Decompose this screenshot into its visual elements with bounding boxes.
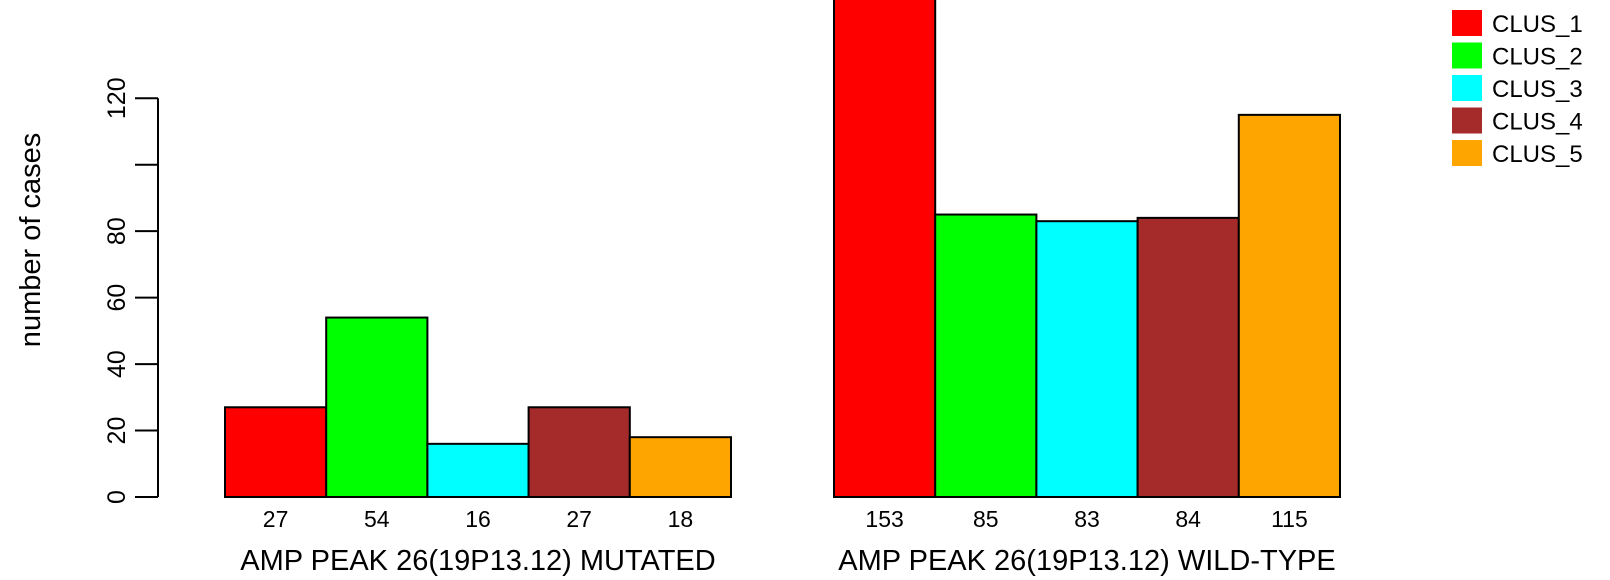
group-label: AMP PEAK 26(19P13.12) MUTATED — [240, 545, 715, 577]
bar-value-label: 27 — [566, 506, 592, 532]
bar-value-label: 54 — [364, 506, 390, 532]
y-tick-label: 120 — [103, 77, 131, 119]
bar-clus-1 — [833, 0, 937, 499]
legend-entry: CLUS_3 — [1492, 76, 1583, 103]
y-axis-label: number of cases — [15, 133, 47, 347]
bar-clus-3 — [1035, 220, 1139, 498]
bar-clus-5 — [1237, 113, 1342, 498]
bar-value-label: 153 — [865, 506, 903, 532]
legend-swatch — [1452, 107, 1482, 134]
y-tick-label: 20 — [103, 417, 131, 445]
bar-value-label: 18 — [668, 506, 694, 532]
legend-swatch — [1452, 10, 1482, 36]
bar-clus-2 — [325, 316, 429, 499]
labels: 27 54 16 27 18 AMP PEAK 26(19P13.12) MUTATED 1… — [240, 506, 1335, 577]
bar-clus-2 — [934, 213, 1038, 498]
y-tick-label: 80 — [103, 217, 131, 245]
bar-value-label: 84 — [1175, 506, 1201, 532]
legend-entry: CLUS_4 — [1492, 109, 1583, 136]
bar-value-label: 27 — [263, 506, 289, 532]
y-tick-label: 60 — [103, 284, 131, 312]
legend-entry: CLUS_1 — [1492, 11, 1583, 38]
bar-clus-4 — [1136, 216, 1240, 498]
y-axis: 0 20 40 60 80 120 — [103, 77, 159, 504]
legend-swatch — [1452, 75, 1482, 101]
legend: CLUS_1 CLUS_2 CLUS_3 CLUS_4 CLUS_5 — [1452, 10, 1583, 168]
bar-value-label: 115 — [1271, 506, 1308, 532]
legend-entry: CLUS_5 — [1492, 141, 1583, 168]
legend-swatch — [1452, 42, 1482, 69]
legend-entry: CLUS_2 — [1492, 44, 1583, 71]
y-tick-label: 0 — [103, 490, 131, 504]
bar-value-label: 16 — [465, 506, 491, 532]
bar-clus-4 — [527, 406, 631, 498]
bar-value-label: 85 — [973, 506, 999, 532]
legend-swatch — [1452, 140, 1482, 166]
bar-clus-5 — [628, 436, 732, 499]
bar-clus-3 — [426, 442, 530, 498]
bar-value-label: 83 — [1074, 506, 1100, 532]
y-tick-label: 40 — [103, 350, 131, 378]
bars — [224, 0, 1342, 499]
group-label: AMP PEAK 26(19P13.12) WILD-TYPE — [838, 545, 1336, 577]
bar-clus-1 — [224, 406, 328, 498]
